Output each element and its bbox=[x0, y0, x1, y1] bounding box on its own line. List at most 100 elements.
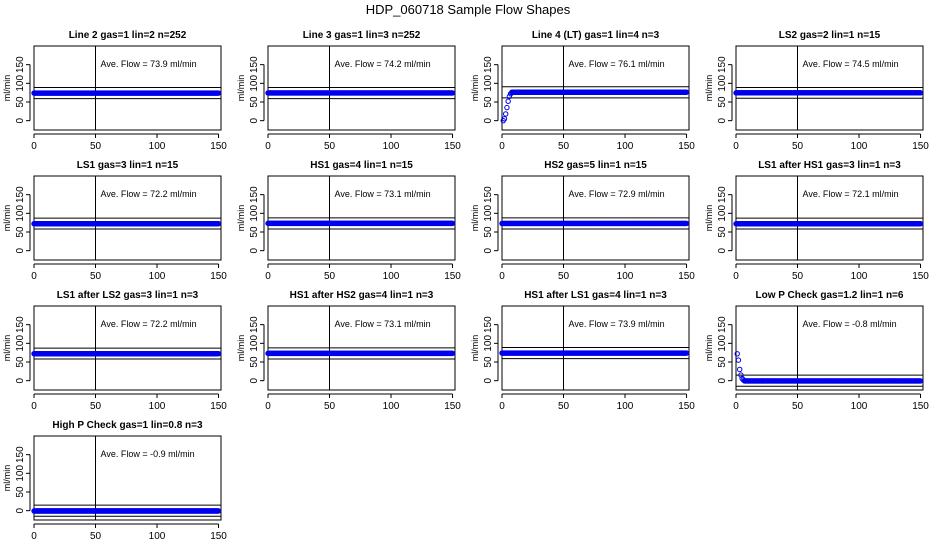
y-tick-label: 0 bbox=[249, 377, 260, 383]
data-point bbox=[506, 93, 513, 100]
data-point bbox=[505, 98, 511, 104]
average-flow-annotation: Ave. Flow = -0.9 ml/min bbox=[101, 449, 195, 459]
data-series bbox=[265, 220, 456, 227]
plot-frame bbox=[501, 305, 690, 391]
y-tick-label: 150 bbox=[249, 316, 260, 333]
data-series bbox=[31, 508, 222, 514]
chart-panel: HS1 after LS1 gas=4 lin=1 n=3 0 50 100 150 0 5… bbox=[468, 282, 702, 412]
y-tick-label: 50 bbox=[15, 356, 26, 368]
x-tick-label: 50 bbox=[90, 141, 102, 152]
x-tick-label: 0 bbox=[733, 401, 739, 412]
x-tick-label: 100 bbox=[851, 141, 868, 152]
data-series bbox=[265, 350, 456, 357]
y-axis-label: ml/min bbox=[470, 335, 480, 362]
x-tick-label: 100 bbox=[851, 271, 868, 282]
x-tick-label: 100 bbox=[617, 401, 634, 412]
x-tick-label: 0 bbox=[31, 531, 37, 542]
x-tick-label: 150 bbox=[444, 271, 461, 282]
average-flow-annotation: Ave. Flow = 74.2 ml/min bbox=[335, 59, 431, 69]
chart-title: Low P Check gas=1.2 lin=1 n=6 bbox=[756, 290, 904, 301]
y-tick-label: 100 bbox=[15, 75, 26, 92]
chart-svg: LS1 gas=3 lin=1 n=150 50 100 150050100150ml… bbox=[2, 160, 227, 282]
data-point bbox=[449, 90, 456, 96]
y-tick-label: 150 bbox=[483, 56, 494, 73]
data-point bbox=[738, 372, 744, 378]
chart-svg: High P Check gas=1 lin=0.8 n=3 0 50 100 150 0… bbox=[2, 420, 227, 542]
chart-panel: Low P Check gas=1.2 lin=1 n=6 0 50 100 150 0 5… bbox=[702, 282, 936, 412]
data-point bbox=[501, 116, 508, 122]
chart-title: LS1 after HS1 gas=3 lin=1 n=3 bbox=[758, 160, 901, 171]
y-tick-label: 50 bbox=[483, 226, 494, 238]
average-flow-annotation: Ave. Flow = 72.1 ml/min bbox=[803, 189, 899, 199]
x-tick-label: 150 bbox=[912, 271, 929, 282]
y-tick-label: 100 bbox=[483, 205, 494, 222]
y-tick-label: 0 bbox=[249, 247, 260, 253]
data-series bbox=[499, 220, 690, 227]
chart-svg: LS1 after LS2 gas=3 lin=1 n=3 0 50 100 150 0 5… bbox=[2, 290, 227, 412]
chart-title: Line 4 (LT) gas=1 lin=4 n=3 bbox=[532, 30, 660, 41]
y-tick-label: 100 bbox=[15, 335, 26, 352]
y-tick-label: 0 bbox=[717, 117, 728, 123]
x-tick-label: 0 bbox=[499, 401, 505, 412]
y-axis-label: ml/min bbox=[2, 335, 12, 362]
x-tick-label: 100 bbox=[617, 141, 634, 152]
y-tick-label: 100 bbox=[15, 205, 26, 222]
x-tick-label: 0 bbox=[31, 271, 37, 282]
y-axis-label: ml/min bbox=[236, 335, 246, 362]
y-axis-label: ml/min bbox=[236, 75, 246, 102]
x-tick-label: 50 bbox=[324, 141, 336, 152]
data-point bbox=[215, 90, 222, 96]
average-flow-annotation: Ave. Flow = 73.9 ml/min bbox=[569, 319, 665, 329]
y-tick-label: 100 bbox=[483, 335, 494, 352]
chart-svg: HS1 after LS1 gas=4 lin=1 n=3 0 50 100 150 0 5… bbox=[470, 290, 695, 412]
x-tick-label: 0 bbox=[499, 271, 505, 282]
y-tick-label: 0 bbox=[249, 117, 260, 123]
y-axis-label: ml/min bbox=[2, 465, 12, 492]
chart-title: HS2 gas=5 lin=1 n=15 bbox=[544, 160, 647, 171]
y-tick-label: 150 bbox=[717, 56, 728, 73]
data-point bbox=[917, 221, 924, 227]
average-flow-annotation: Ave. Flow = 73.1 ml/min bbox=[335, 189, 431, 199]
y-tick-label: 50 bbox=[717, 96, 728, 108]
x-tick-label: 50 bbox=[90, 531, 102, 542]
y-tick-label: 100 bbox=[483, 75, 494, 92]
x-tick-label: 50 bbox=[792, 271, 804, 282]
x-tick-label: 150 bbox=[912, 401, 929, 412]
y-axis-label: ml/min bbox=[704, 75, 714, 102]
x-tick-label: 50 bbox=[324, 401, 336, 412]
data-point bbox=[683, 89, 690, 95]
data-series bbox=[733, 90, 924, 96]
x-tick-label: 100 bbox=[383, 401, 400, 412]
chart-title: HS1 after HS2 gas=4 lin=1 n=3 bbox=[290, 290, 434, 301]
chart-panel: High P Check gas=1 lin=0.8 n=3 0 50 100 150 0… bbox=[0, 412, 234, 542]
x-tick-label: 50 bbox=[90, 271, 102, 282]
y-tick-label: 150 bbox=[249, 56, 260, 73]
x-tick-label: 0 bbox=[733, 271, 739, 282]
x-tick-label: 50 bbox=[90, 401, 102, 412]
plot-frame bbox=[735, 45, 924, 131]
y-tick-label: 50 bbox=[717, 356, 728, 368]
x-tick-label: 0 bbox=[265, 271, 271, 282]
data-point bbox=[736, 366, 743, 373]
x-tick-label: 100 bbox=[383, 141, 400, 152]
average-flow-annotation: Ave. Flow = 76.1 ml/min bbox=[569, 59, 665, 69]
chart-panel: LS1 after LS2 gas=3 lin=1 n=3 0 50 100 150 0 5… bbox=[0, 282, 234, 412]
y-tick-label: 0 bbox=[717, 247, 728, 253]
y-tick-label: 0 bbox=[15, 377, 26, 383]
chart-title: HS1 gas=4 lin=1 n=15 bbox=[310, 160, 413, 171]
y-tick-label: 0 bbox=[483, 377, 494, 383]
y-tick-label: 100 bbox=[717, 205, 728, 222]
y-axis-label: ml/min bbox=[2, 205, 12, 232]
average-flow-annotation: Ave. Flow = 72.2 ml/min bbox=[101, 319, 197, 329]
y-axis-label: ml/min bbox=[470, 75, 480, 102]
x-tick-label: 0 bbox=[265, 401, 271, 412]
chart-title: High P Check gas=1 lin=0.8 n=3 bbox=[52, 420, 203, 431]
data-point bbox=[683, 350, 690, 356]
x-tick-label: 150 bbox=[210, 271, 227, 282]
data-series bbox=[265, 90, 456, 96]
plot-frame bbox=[267, 45, 456, 131]
y-tick-label: 150 bbox=[483, 186, 494, 203]
data-series bbox=[734, 351, 924, 384]
x-tick-label: 0 bbox=[31, 141, 37, 152]
x-tick-label: 50 bbox=[558, 271, 570, 282]
